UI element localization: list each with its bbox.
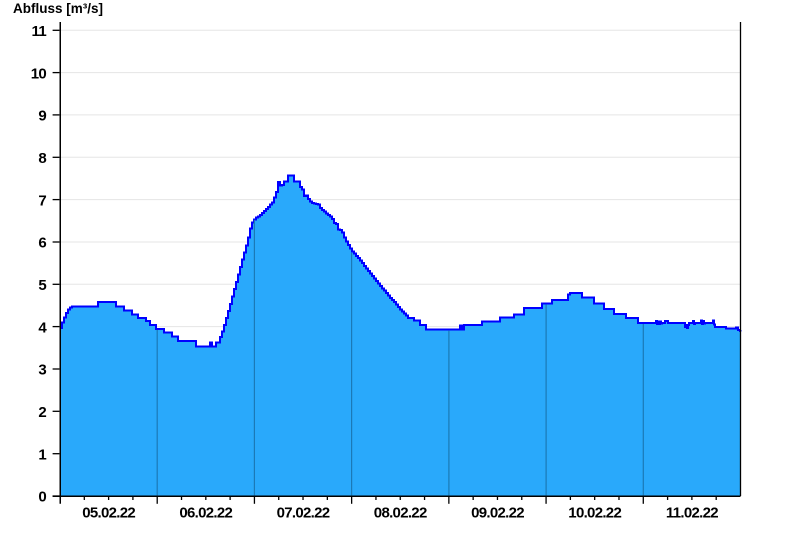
svg-text:1: 1 — [38, 446, 46, 463]
svg-text:0: 0 — [38, 489, 46, 506]
svg-text:5: 5 — [38, 277, 46, 294]
svg-text:6: 6 — [38, 235, 46, 252]
svg-text:06.02.22: 06.02.22 — [179, 505, 232, 522]
svg-text:10: 10 — [31, 65, 47, 82]
svg-text:9: 9 — [38, 108, 46, 125]
svg-text:10.02.22: 10.02.22 — [568, 505, 621, 522]
svg-text:2: 2 — [38, 404, 46, 421]
svg-text:09.02.22: 09.02.22 — [471, 505, 524, 522]
svg-text:Abfluss [m³/s]: Abfluss [m³/s] — [13, 1, 103, 16]
svg-text:05.02.22: 05.02.22 — [82, 505, 135, 522]
svg-text:11.02.22: 11.02.22 — [666, 505, 718, 522]
svg-text:11: 11 — [32, 23, 47, 40]
svg-text:8: 8 — [38, 150, 46, 167]
svg-text:07.02.22: 07.02.22 — [277, 505, 330, 522]
svg-text:08.02.22: 08.02.22 — [374, 505, 427, 522]
svg-text:3: 3 — [38, 362, 46, 379]
svg-text:7: 7 — [38, 192, 46, 209]
svg-text:4: 4 — [38, 319, 47, 336]
